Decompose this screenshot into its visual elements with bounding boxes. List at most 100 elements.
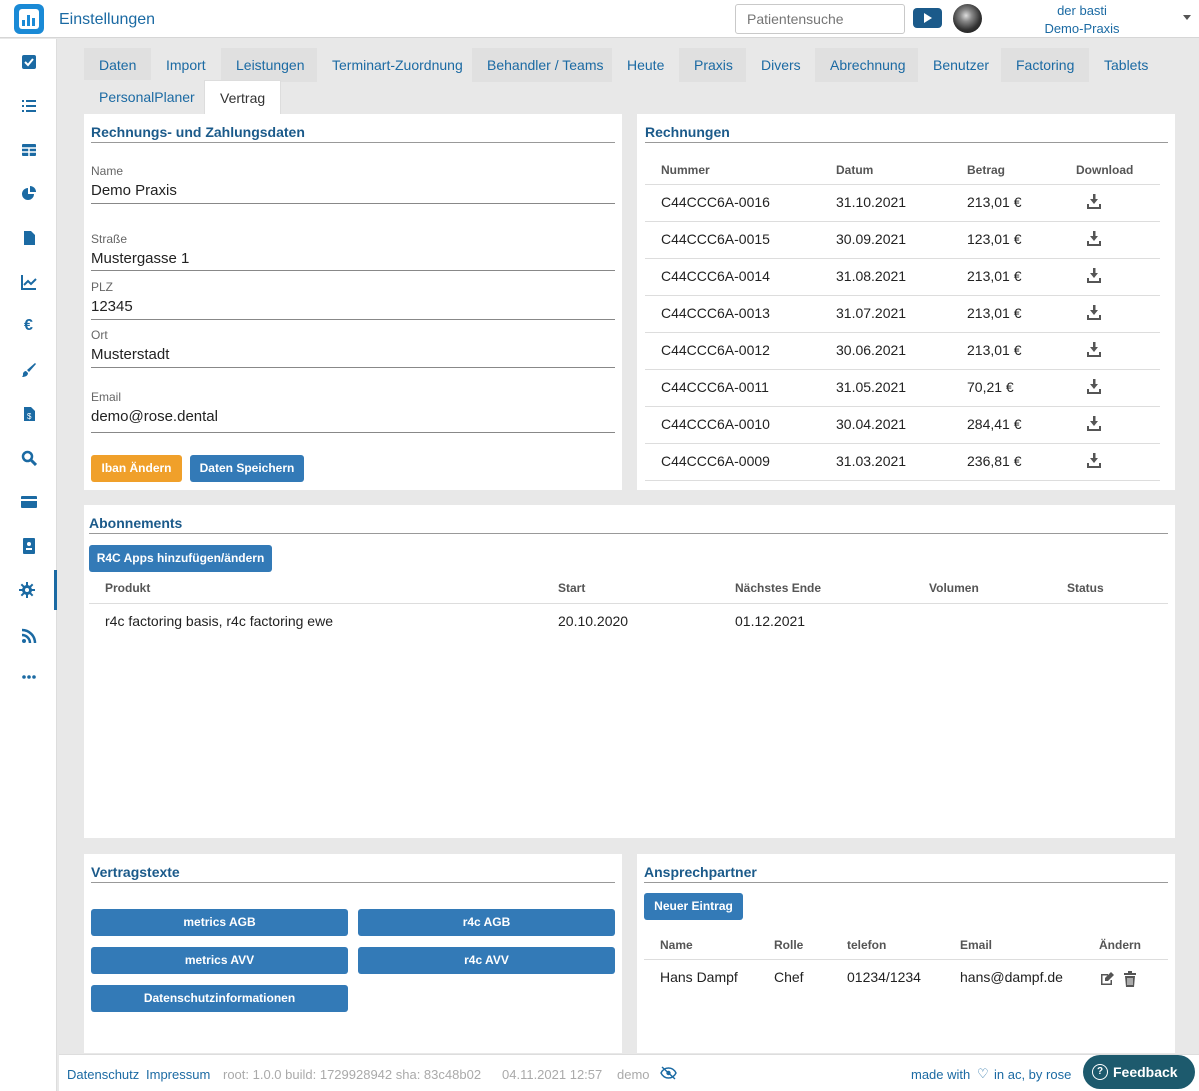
divider xyxy=(91,142,615,143)
sidebar-item-invoices[interactable]: $ xyxy=(0,394,57,434)
sidebar-item-more[interactable] xyxy=(0,657,57,697)
euro-icon[interactable]: € xyxy=(24,317,33,334)
tab-personalplaner[interactable]: PersonalPlaner xyxy=(84,80,210,114)
tab-factoring[interactable]: Factoring xyxy=(1001,48,1090,82)
avatar[interactable] xyxy=(953,4,982,33)
contact-email: hans@dampf.de xyxy=(960,969,1063,985)
download-icon[interactable] xyxy=(1086,194,1102,210)
privacy-info-button[interactable]: Datenschutzinformationen xyxy=(91,985,348,1012)
tab-abrechnung[interactable]: Abrechnung xyxy=(815,48,921,82)
sidebar-item-todo[interactable] xyxy=(0,42,57,82)
sidebar-item-payment[interactable] xyxy=(0,482,57,522)
invoice-number: C44CCC6A-0010 xyxy=(661,416,770,432)
sidebar-item-documents[interactable] xyxy=(0,218,57,258)
app-logo-icon[interactable] xyxy=(14,4,44,34)
sidebar-item-list[interactable] xyxy=(0,86,57,126)
tab-vertrag[interactable]: Vertrag xyxy=(204,80,282,115)
heart-icon: ♡ xyxy=(977,1066,989,1081)
page-title: Einstellungen xyxy=(59,11,156,28)
user-menu[interactable]: der basti Demo-Praxis xyxy=(1030,2,1134,38)
eye-slash-icon[interactable] xyxy=(660,1066,677,1083)
invoice-number: C44CCC6A-0012 xyxy=(661,342,770,358)
download-icon[interactable] xyxy=(1086,379,1102,395)
imprint-link[interactable]: Impressum xyxy=(146,1067,211,1082)
tab-tablets[interactable]: Tablets xyxy=(1089,48,1164,82)
column-header-start: Start xyxy=(558,581,586,595)
brush-icon xyxy=(21,363,36,377)
contact-phone: 01234/1234 xyxy=(847,969,921,985)
new-entry-button[interactable]: Neuer Eintrag xyxy=(644,893,743,920)
subscription-start: 20.10.2020 xyxy=(558,613,629,629)
sidebar-item-charts[interactable] xyxy=(0,174,57,214)
city-field[interactable]: Musterstadt xyxy=(91,346,170,363)
divider xyxy=(645,142,1168,143)
tab-praxis[interactable]: Praxis xyxy=(679,48,748,82)
sidebar-item-settings[interactable] xyxy=(0,570,57,610)
file-icon xyxy=(23,231,35,245)
download-icon[interactable] xyxy=(1086,305,1102,321)
billing-title: Rechnungs- und Zahlungsdaten xyxy=(91,124,305,140)
sidebar-item-statistics[interactable] xyxy=(0,262,57,302)
invoice-amount: 123,01 € xyxy=(967,231,1022,247)
column-header-amount: Betrag xyxy=(967,163,1006,177)
tab-leistungen[interactable]: Leistungen xyxy=(221,48,320,82)
divider xyxy=(644,882,1168,883)
sidebar: € $ xyxy=(0,39,57,1091)
patient-search-input[interactable] xyxy=(735,4,905,34)
zip-field[interactable]: 12345 xyxy=(91,298,133,315)
contract-texts-panel: Vertragstexte metrics AGB r4c AGB metric… xyxy=(84,854,622,1053)
tab-daten[interactable]: Daten xyxy=(84,48,152,82)
metrics-agb-button[interactable]: metrics AGB xyxy=(91,909,348,936)
invoices-title: Rechnungen xyxy=(645,124,730,140)
subscription-product: r4c factoring basis, r4c factoring ewe xyxy=(105,613,333,629)
invoice-date: 30.04.2021 xyxy=(836,416,907,432)
download-icon[interactable] xyxy=(1086,416,1102,432)
chevron-down-icon[interactable] xyxy=(1183,15,1191,20)
iban-change-button[interactable]: Iban Ändern xyxy=(91,455,182,482)
email-field[interactable]: demo@rose.dental xyxy=(91,408,218,425)
field-underline xyxy=(91,319,615,320)
id-card-icon xyxy=(22,538,35,554)
edit-icon[interactable] xyxy=(1099,971,1115,987)
tab-terminart-zuordnung[interactable]: Terminart-Zuordnung xyxy=(317,48,478,82)
privacy-link[interactable]: Datenschutz xyxy=(67,1067,140,1082)
name-field[interactable]: Demo Praxis xyxy=(91,182,177,199)
trash-icon[interactable] xyxy=(1122,971,1138,987)
invoice-amount: 70,21 € xyxy=(967,379,1014,395)
video-play-icon[interactable] xyxy=(913,8,942,28)
download-icon[interactable] xyxy=(1086,268,1102,284)
download-icon[interactable] xyxy=(1086,453,1102,469)
sidebar-item-contacts[interactable] xyxy=(0,526,57,566)
svg-text:$: $ xyxy=(27,412,32,421)
metrics-avv-button[interactable]: metrics AVV xyxy=(91,947,348,974)
column-header-status: Status xyxy=(1067,581,1104,595)
sidebar-item-table[interactable] xyxy=(0,130,57,170)
tab-divers[interactable]: Divers xyxy=(746,48,816,82)
sidebar-item-feed[interactable] xyxy=(0,616,57,656)
zip-label: PLZ xyxy=(91,280,114,294)
invoice-number: C44CCC6A-0014 xyxy=(661,268,770,284)
line-chart-icon xyxy=(20,275,37,290)
r4c-avv-button[interactable]: r4c AVV xyxy=(358,947,615,974)
tab-benutzer[interactable]: Benutzer xyxy=(918,48,1005,82)
contacts-title: Ansprechpartner xyxy=(644,864,757,880)
manage-apps-button[interactable]: R4C Apps hinzufügen/ändern xyxy=(89,545,272,572)
sidebar-item-search[interactable] xyxy=(0,438,57,478)
tab-behandler-teams[interactable]: Behandler / Teams xyxy=(472,48,619,82)
street-field[interactable]: Mustergasse 1 xyxy=(91,250,190,267)
pie-chart-icon xyxy=(21,186,36,200)
save-data-button[interactable]: Daten Speichern xyxy=(190,455,304,482)
sidebar-item-brush[interactable] xyxy=(0,350,57,390)
download-icon[interactable] xyxy=(1086,231,1102,247)
contract-texts-title: Vertragstexte xyxy=(91,864,180,880)
made-with-suffix: in ac, by rose xyxy=(994,1067,1072,1082)
download-icon[interactable] xyxy=(1086,342,1102,358)
r4c-agb-button[interactable]: r4c AGB xyxy=(358,909,615,936)
row-divider xyxy=(645,369,1160,370)
tab-import[interactable]: Import xyxy=(151,48,221,82)
row-divider xyxy=(645,258,1160,259)
row-divider xyxy=(645,443,1160,444)
feedback-button[interactable]: Feedback xyxy=(1083,1055,1195,1089)
tab-heute[interactable]: Heute xyxy=(612,48,680,82)
practice-name: Demo-Praxis xyxy=(1044,21,1120,36)
